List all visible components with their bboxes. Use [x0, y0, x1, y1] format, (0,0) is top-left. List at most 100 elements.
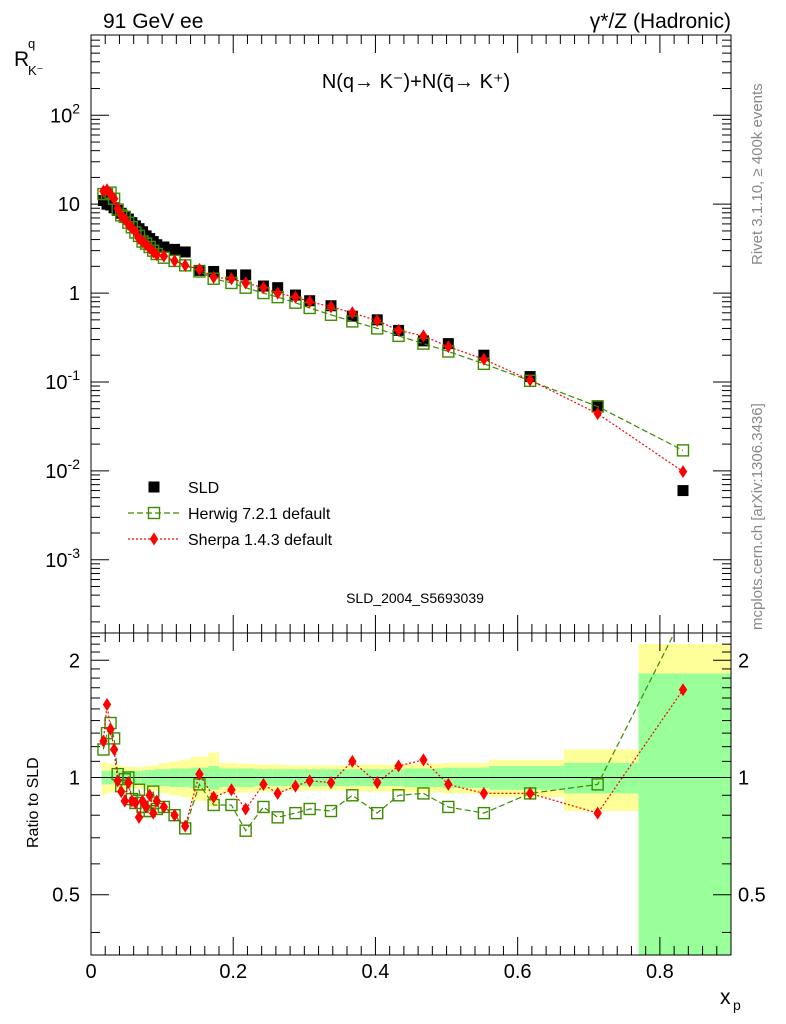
ratio-y-tick-label-right: 1 — [738, 767, 749, 789]
x-axis-label: x — [720, 986, 731, 1009]
main-point-sld — [592, 400, 604, 412]
main-point-sherpa — [444, 340, 453, 354]
ratio-point-herwig — [477, 806, 491, 820]
main-point-sherpa — [678, 465, 688, 479]
main-plot-title: N(q→ K⁻)+N(q̄→ K⁺) — [322, 71, 510, 93]
main-point-sherpa — [181, 258, 190, 272]
ratio-point-sherpa — [152, 794, 161, 808]
main-point-sherpa — [305, 295, 314, 309]
ratio-point-sherpa — [273, 786, 282, 800]
x-tick-label: 0.4 — [362, 961, 390, 983]
ratio-panel: 0.5 0.5 1 1 2 2 0 0.2 0.4 0.6 0.8 Ratio to SLD x p — [25, 610, 766, 1013]
ratio-point-sherpa — [120, 794, 129, 808]
y-tick-label: 10-2 — [45, 456, 80, 483]
header-left-label: 91 GeV ee — [103, 10, 203, 33]
ratio-point-sherpa — [106, 722, 115, 736]
ratio-point-sherpa — [113, 774, 122, 788]
ratio-point-herwig — [257, 800, 270, 814]
analysis-id-label: SLD_2004_S5693039 — [346, 590, 484, 606]
ratio-y-axis-label: Ratio to SLD — [25, 757, 42, 848]
ratio-point-sherpa — [181, 819, 190, 833]
ratio-point-herwig — [346, 789, 359, 802]
ratio-point-sherpa — [525, 786, 535, 800]
ratio-plot-frame — [90, 632, 732, 956]
ratio-point-sherpa — [159, 800, 169, 814]
ratio-point-sherpa — [348, 754, 357, 768]
ratio-point-herwig — [591, 778, 604, 791]
ratio-point-sherpa — [326, 776, 336, 790]
svg-text:R: R — [14, 48, 29, 71]
main-point-sld — [169, 243, 181, 255]
legend-label-herwig: Herwig 7.2.1 default — [188, 506, 331, 523]
main-point-sherpa — [241, 276, 250, 290]
ratio-point-sherpa — [117, 785, 126, 799]
main-point-sherpa — [113, 201, 122, 215]
main-point-sherpa — [326, 300, 336, 314]
ratio-y-tick-label: 0.5 — [52, 885, 80, 907]
main-series-sherpa — [99, 183, 688, 479]
ratio-y-tick-label-right: 2 — [738, 650, 749, 672]
ratio-point-sherpa — [259, 777, 268, 791]
ratio-point-sherpa — [394, 759, 403, 773]
ratio-point-sherpa — [593, 806, 602, 820]
y-tick-label: 10-1 — [45, 367, 80, 394]
main-point-sherpa — [479, 352, 489, 366]
ratio-point-herwig — [289, 806, 302, 820]
y-tick-label: 10-3 — [45, 545, 80, 572]
ratio-point-sherpa — [373, 776, 382, 790]
ratio-point-sherpa — [444, 777, 453, 791]
main-point-sherpa — [134, 232, 144, 246]
main-point-sherpa — [117, 209, 126, 223]
ratio-point-sherpa — [124, 776, 133, 790]
ratio-point-sherpa — [209, 790, 218, 804]
main-point-sherpa — [419, 329, 428, 343]
main-point-sherpa — [273, 286, 282, 300]
y-tick-label: 10 — [58, 194, 80, 216]
main-point-sld — [677, 485, 689, 497]
ratio-point-sherpa — [145, 788, 154, 802]
x-axis-label-subscript: p — [733, 997, 741, 1013]
rivet-version-label: Rivet 3.1.10, ≥ 400k events — [749, 83, 766, 265]
main-point-sherpa — [170, 254, 179, 268]
ratio-point-herwig — [392, 789, 405, 802]
ratio-point-sherpa — [149, 806, 158, 820]
main-point-sherpa — [141, 238, 151, 252]
ratio-point-sherpa — [479, 786, 489, 800]
main-point-sherpa — [152, 248, 161, 262]
ratio-point-herwig — [303, 802, 316, 816]
main-point-sld — [240, 269, 252, 281]
mcplots-label: mcplots.cern.ch [arXiv:1306.3436] — [749, 403, 766, 630]
main-point-sherpa — [525, 373, 535, 387]
svg-text:K⁻: K⁻ — [28, 63, 44, 78]
x-tick-label: 0.6 — [504, 961, 532, 983]
main-point-sherpa — [109, 192, 119, 206]
ratio-point-sherpa — [127, 794, 137, 808]
y-tick-label: 102 — [50, 100, 80, 127]
ratio-point-herwig — [239, 824, 252, 837]
ratio-point-herwig — [271, 811, 284, 824]
ratio-series-layer — [97, 610, 689, 837]
ratio-point-herwig — [324, 804, 338, 818]
main-axis-ticks: 10-3 10-2 10-1 1 10 102 — [45, 34, 732, 633]
main-plot-frame — [90, 34, 732, 634]
ratio-uncertainty-bands — [101, 644, 731, 955]
ratio-point-herwig — [678, 610, 689, 621]
legend-marker-sherpa — [149, 532, 159, 546]
main-point-sherpa — [195, 262, 204, 276]
ratio-series-sherpa — [99, 683, 688, 833]
main-point-sherpa — [159, 249, 169, 263]
main-point-sherpa — [259, 281, 268, 295]
ratio-point-sherpa — [195, 767, 204, 781]
ratio-point-sherpa — [102, 697, 112, 711]
main-point-sherpa — [227, 272, 236, 286]
legend-label-sherpa: Sherpa 1.4.3 default — [188, 532, 333, 549]
ratio-point-sherpa — [131, 796, 140, 810]
x-tick-label: 0 — [85, 961, 96, 983]
ratio-point-herwig — [442, 800, 455, 814]
main-point-sherpa — [127, 221, 137, 235]
ratio-y-tick-label-right: 0.5 — [738, 885, 766, 907]
ratio-point-sherpa — [99, 734, 108, 748]
main-point-herwig — [676, 444, 690, 457]
svg-text:q: q — [28, 36, 35, 51]
ratio-point-sherpa — [241, 802, 250, 816]
